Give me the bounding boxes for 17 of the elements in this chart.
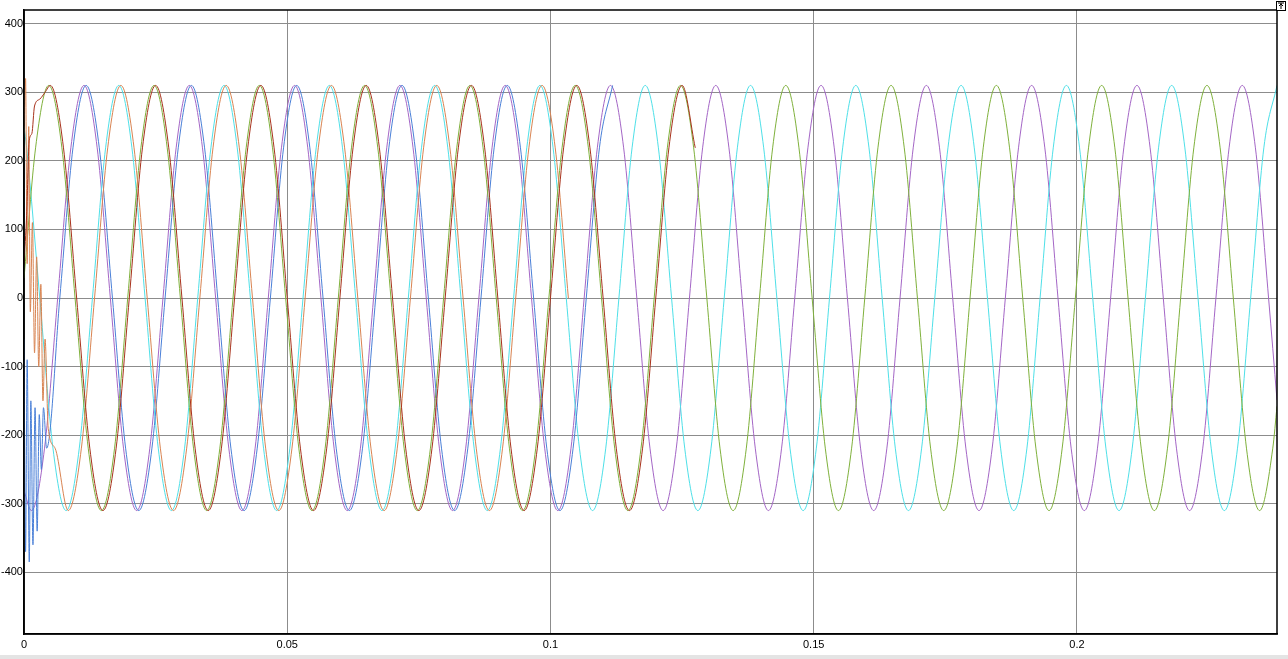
y-tick-label: 200 [4, 153, 23, 166]
x-tick-label: 0.2 [1069, 637, 1085, 650]
x-tick-label: 0.05 [276, 637, 298, 650]
x-tick-label: 0.1 [542, 637, 559, 650]
y-tick-label: 400 [4, 16, 23, 29]
line-series [24, 84, 696, 512]
y-tick-label: 300 [4, 85, 23, 98]
line-series [24, 84, 614, 563]
y-tick-label: -300 [0, 496, 23, 509]
y-tick-label: 100 [4, 222, 23, 235]
line-series [24, 78, 569, 512]
y-tick-label: -400 [0, 565, 23, 578]
x-tick-label: 0.15 [802, 637, 825, 650]
y-tick-label: -100 [0, 359, 23, 372]
y-tick-label: 0 [16, 291, 23, 304]
y-tick-label: -200 [0, 428, 23, 441]
line-series [24, 84, 1277, 512]
